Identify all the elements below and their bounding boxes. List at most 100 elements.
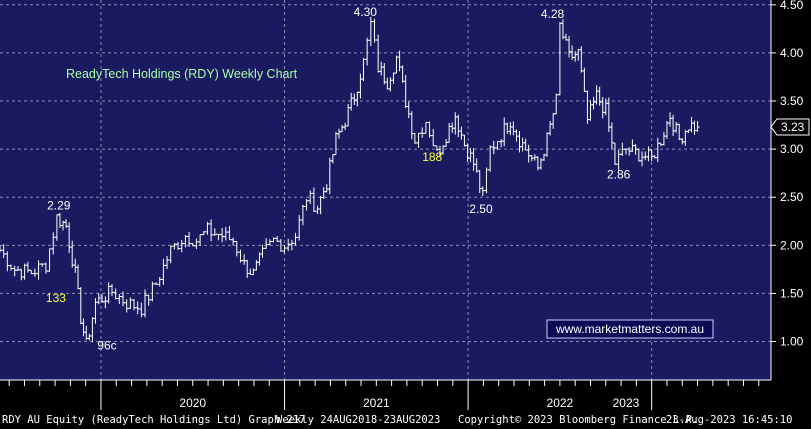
ohlc-bar (271, 237, 276, 243)
ohlc-bar (264, 238, 269, 249)
ohlc-bar (40, 263, 45, 267)
ohlc-bar (176, 242, 181, 251)
ohlc-bar (368, 16, 373, 47)
last-price-label: 3.23 (781, 120, 805, 134)
ohlc-bar (289, 239, 294, 251)
ohlc-bar (612, 142, 617, 165)
price-chart: 1.00 1.50 2.00 2.50 3.00 3.50 4.00 4.50 2020 2021… (0, 0, 810, 410)
ohlc-bar (297, 215, 302, 241)
x-year-label: 2023 (613, 396, 640, 410)
footer-bar: RDY AU Equity (ReadyTech Holdings Ltd) G… (0, 411, 811, 429)
ohlc-bar (220, 227, 225, 243)
ohlc-bar (143, 289, 148, 318)
annotation-label: 188 (422, 150, 442, 164)
ohlc-bar (201, 231, 206, 236)
ohlc-bar (150, 281, 155, 302)
ohlc-bar (223, 227, 228, 241)
footer-timestamp: 23-Aug-2023 16:45:10 (666, 414, 793, 426)
ohlc-bar (187, 232, 192, 247)
ohlc-bar (372, 18, 377, 43)
ohlc-bar (29, 269, 34, 275)
ohlc-bar (427, 121, 432, 138)
ohlc-bar (286, 238, 291, 252)
ohlc-bar (179, 240, 184, 253)
ohlc-bar (146, 294, 151, 306)
ohlc-bar (132, 299, 137, 311)
annotation-label: 133 (46, 291, 66, 305)
footer-security: RDY AU Equity (ReadyTech Holdings Ltd) G… (2, 414, 306, 426)
y-tick-label: 4.50 (780, 0, 804, 12)
y-tick-label: 2.50 (780, 190, 804, 204)
x-year-label: 2020 (179, 396, 206, 410)
ohlc-bar (51, 232, 56, 255)
ohlc-bar (308, 190, 313, 204)
annotation-label: 4.30 (354, 5, 378, 19)
ohlc-bar (554, 93, 559, 115)
annotation-label: 96c (97, 338, 116, 352)
ohlc-bar (267, 239, 272, 246)
ohlc-bar (190, 242, 195, 247)
ohlc-bar (128, 297, 133, 309)
ohlc-bar (231, 237, 236, 246)
ohlc-bar (480, 186, 485, 196)
annotation-label: 2.86 (607, 168, 631, 182)
ohlc-bar (212, 228, 217, 236)
ohlc-bar (183, 235, 188, 248)
ohlc-bar (491, 140, 496, 155)
ohlc-bar (278, 239, 283, 252)
y-tick-label: 1.00 (780, 335, 804, 349)
y-tick-label: 3.00 (780, 142, 804, 156)
ohlc-bar (311, 187, 316, 212)
watermark-box (546, 319, 714, 339)
ohlc-bar (209, 219, 214, 242)
ohlc-bar (620, 142, 625, 157)
annotation-label: 4.28 (541, 7, 565, 21)
annotation-label: 2.50 (469, 202, 493, 216)
ohlc-bar (36, 260, 41, 280)
last-price-box (770, 118, 810, 136)
chart-title: ReadyTech Holdings (RDY) Weekly Chart (66, 67, 298, 81)
ohlc-bar (109, 284, 114, 297)
ohlc-bar (113, 288, 118, 300)
ohlc-bar (695, 121, 700, 132)
ohlc-bar (293, 232, 298, 246)
ohlc-bar (135, 301, 140, 315)
ohlc-bar (275, 236, 280, 243)
ohlc-bar (304, 199, 309, 211)
ohlc-bar (205, 221, 210, 235)
ohlc-bar (154, 282, 159, 285)
ohlc-bar (124, 299, 129, 313)
ohlc-bar (423, 121, 428, 134)
ohlc-bar (139, 302, 144, 318)
x-year-label: 2022 (547, 396, 574, 410)
y-tick-label: 1.50 (780, 286, 804, 300)
ohlc-bar (157, 277, 162, 287)
ohlc-bar (198, 234, 203, 247)
ohlc-bar (120, 291, 125, 307)
last-price-badge: 3.23 (770, 118, 810, 136)
ohlc-bar (0, 245, 2, 253)
ohlc-bar (47, 248, 52, 272)
y-tick-label: 3.50 (780, 94, 804, 108)
y-tick-label: 2.00 (780, 238, 804, 252)
ohlc-bar (227, 225, 232, 241)
ohlc-bar (260, 244, 265, 258)
ohlc-bars (0, 16, 700, 343)
footer-copyright: Copyright© 2023 Bloomberg Finance L.P. (458, 414, 699, 426)
ohlc-bar (282, 245, 287, 254)
ohlc-bar (416, 132, 421, 148)
ohlc-bar (412, 132, 417, 144)
watermark-text: www.marketmatters.com.au (555, 322, 704, 336)
ohlc-bar (361, 57, 366, 82)
ohlc-bar (495, 141, 500, 151)
ohlc-bar (616, 149, 621, 171)
ohlc-bar (216, 233, 221, 241)
x-year-label: 2021 (363, 396, 390, 410)
ohlc-bar (5, 251, 10, 272)
watermark: www.marketmatters.com.au (546, 319, 714, 339)
ohlc-bar (165, 255, 170, 270)
plot-area (0, 0, 771, 380)
ohlc-bar (1, 244, 6, 259)
ohlc-bar (238, 249, 243, 263)
ohlc-bar (484, 167, 489, 194)
